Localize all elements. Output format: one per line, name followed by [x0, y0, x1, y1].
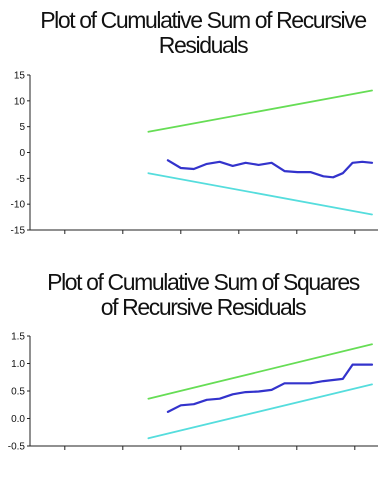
cusum-chart: 15 10 5 0 -5 -10 -15 — [11, 71, 378, 237]
y-tick-label: -15 — [11, 226, 26, 237]
y-tick-label: 0.0 — [11, 414, 25, 425]
chart-title-line-1: Plot of Cumulative Sum of Recursive — [40, 8, 367, 33]
blue-statistic-line — [166, 363, 374, 414]
green-upper-bound-line — [147, 343, 373, 400]
y-tick-label: -10 — [11, 200, 26, 211]
y-tick-label: -5 — [16, 174, 25, 185]
chart-title-line-1: Plot of Cumulative Sum of Squares — [47, 270, 360, 295]
y-tick-label: 1.5 — [11, 332, 25, 343]
y-tick-label: 0 — [19, 148, 25, 159]
cyan-lower-bound-line — [147, 383, 373, 440]
y-tick-label: 10 — [14, 96, 26, 107]
y-tick-label: 0.5 — [11, 387, 25, 398]
y-tick-label: 5 — [19, 122, 25, 133]
cyan-lower-bound-line — [147, 172, 373, 216]
chart-title-line-2: Residuals — [158, 33, 249, 58]
cusumsq-chart: 1.5 1.0 0.5 0.0 -0.5 — [8, 332, 378, 453]
chart-title-line-2: of Recursive Residuals — [100, 295, 307, 320]
blue-statistic-line — [166, 159, 374, 179]
y-tick-label: 1.0 — [11, 359, 25, 370]
cusum-panel: Plot of Cumulative Sum of Recursive Resi… — [11, 8, 378, 237]
y-tick-label: -0.5 — [8, 442, 26, 453]
y-tick-label: 15 — [14, 71, 26, 82]
cusumsq-panel: Plot of Cumulative Sum of Squares of Rec… — [0, 242, 384, 482]
green-upper-bound-line — [147, 89, 373, 133]
